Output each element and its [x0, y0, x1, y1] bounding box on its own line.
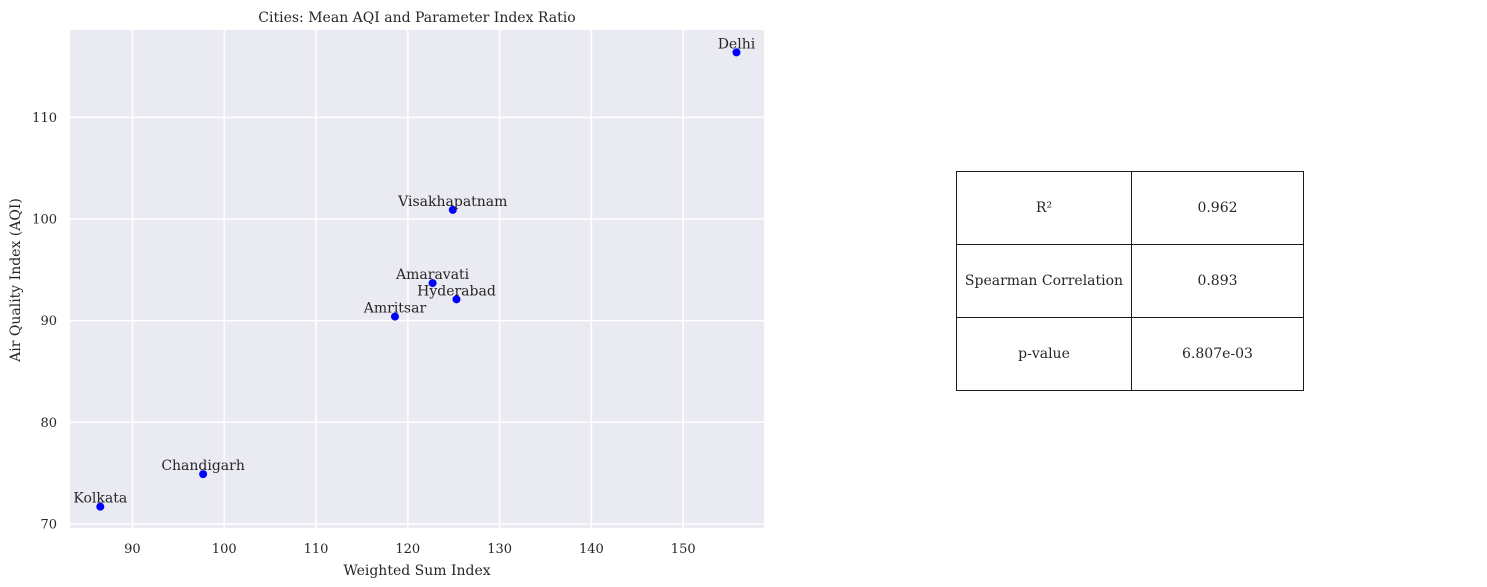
y-tick-label: 80: [40, 416, 57, 431]
y-tick-label: 100: [32, 213, 57, 228]
data-point: [452, 295, 461, 304]
x-tick-label: 90: [124, 542, 141, 557]
point-label: Delhi: [718, 36, 756, 52]
metric-cell: R²: [956, 171, 1132, 245]
x-tick-label: 130: [487, 542, 512, 557]
y-tick-label: 70: [40, 517, 57, 532]
table-row: R² 0.962: [956, 171, 1304, 245]
point-label: Visakhapatnam: [397, 194, 507, 210]
data-points: [96, 48, 741, 511]
value-cell: 0.893: [1131, 244, 1304, 318]
stats-table: R² 0.962 Spearman Correlation 0.893 p-va…: [956, 171, 1304, 391]
table-row: p-value 6.807e-03: [956, 317, 1304, 391]
plot-area: [70, 30, 764, 528]
y-tick-label: 110: [32, 111, 57, 126]
y-axis-label: Air Quality Index (AQI): [8, 198, 24, 363]
x-axis-label: Weighted Sum Index: [343, 563, 490, 579]
grid-lines: [70, 30, 764, 528]
y-tick-label: 90: [40, 314, 57, 329]
x-tick-label: 150: [671, 542, 696, 557]
point-label: Amritsar: [363, 301, 427, 317]
point-label: Kolkata: [73, 491, 127, 507]
point-label: Chandigarh: [161, 458, 245, 474]
x-tick-label: 120: [395, 542, 420, 557]
data-point: [448, 205, 457, 214]
data-point: [199, 470, 208, 479]
axis-ticks: 90 100 110 120 130 140 150 70 80 90 100 110: [32, 111, 695, 557]
x-tick-label: 110: [304, 542, 329, 557]
table-row: Spearman Correlation 0.893: [956, 244, 1304, 318]
x-tick-label: 140: [579, 542, 604, 557]
metric-cell: Spearman Correlation: [956, 244, 1132, 318]
data-point: [732, 48, 741, 57]
chart-title: Cities: Mean AQI and Parameter Index Rat…: [258, 10, 575, 26]
data-point: [390, 312, 399, 321]
data-point: [428, 279, 437, 288]
value-cell: 0.962: [1131, 171, 1304, 245]
value-cell: 6.807e-03: [1131, 317, 1304, 391]
metric-cell: p-value: [956, 317, 1132, 391]
point-label: Hyderabad: [417, 283, 496, 299]
data-point: [96, 502, 105, 511]
x-tick-label: 100: [212, 542, 237, 557]
point-label: Amaravati: [395, 267, 470, 283]
